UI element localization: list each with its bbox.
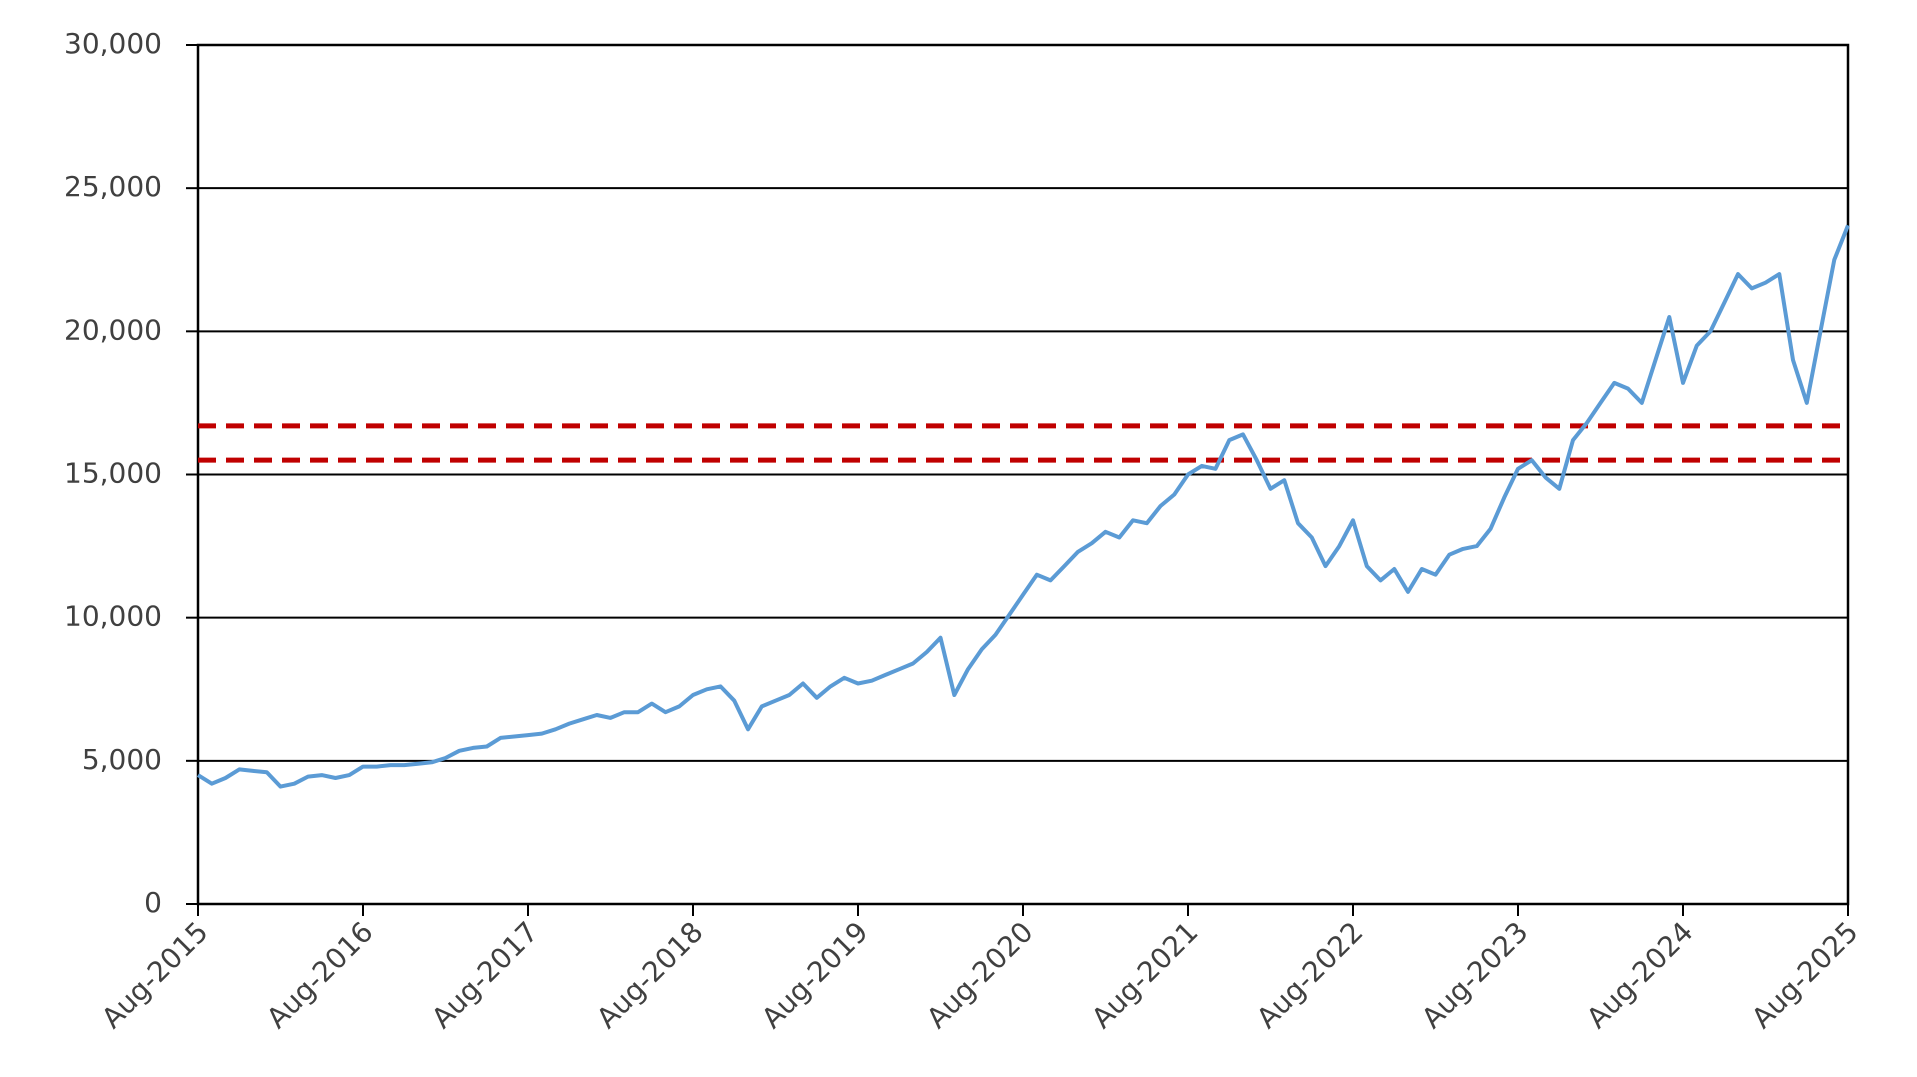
y-tick-label: 5,000 [82, 743, 162, 776]
y-tick-label: 10,000 [64, 600, 162, 633]
x-tick-label: Aug-2020 [920, 915, 1040, 1035]
x-tick-label: Aug-2022 [1250, 915, 1370, 1035]
y-tick-label: 15,000 [64, 457, 162, 490]
x-tick-label: Aug-2021 [1085, 915, 1205, 1035]
x-tick-label: Aug-2015 [95, 915, 215, 1035]
data-line [196, 224, 1850, 789]
y-tick-label: 30,000 [64, 27, 162, 60]
x-tick-label: Aug-2018 [590, 915, 710, 1035]
x-tick-label: Aug-2024 [1580, 915, 1700, 1035]
y-tick-label: 0 [144, 886, 162, 919]
y-tick-label: 20,000 [64, 313, 162, 346]
x-tick-label: Aug-2016 [260, 915, 380, 1035]
x-tick-label: Aug-2019 [755, 915, 875, 1035]
x-tick-label: Aug-2023 [1415, 915, 1535, 1035]
plot-frame [196, 43, 1850, 906]
y-tick-label: 25,000 [64, 170, 162, 203]
x-tick-label: Aug-2025 [1745, 915, 1865, 1035]
x-tick-label: Aug-2017 [425, 915, 545, 1035]
